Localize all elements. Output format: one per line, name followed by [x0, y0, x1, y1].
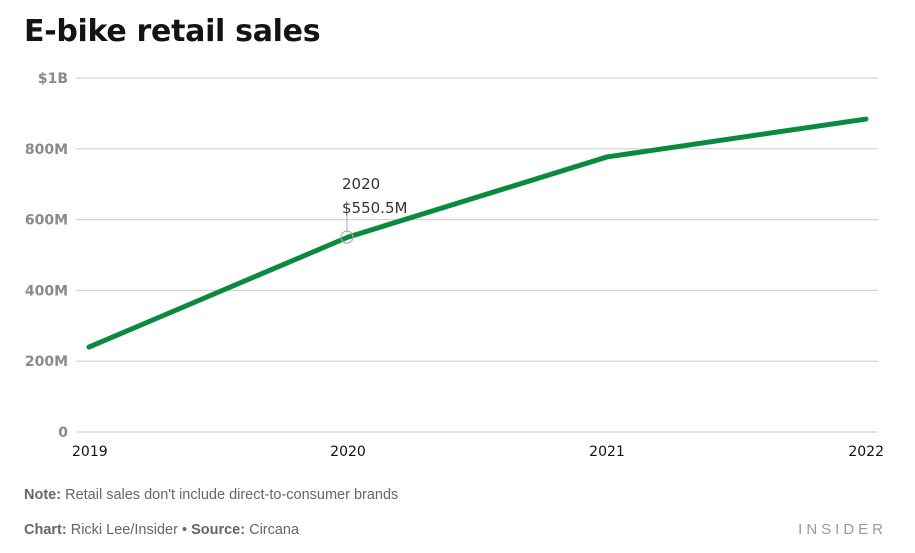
- chart-title: E-bike retail sales: [24, 14, 321, 49]
- y-tick-label: 600M: [25, 213, 68, 229]
- credit-separator: •: [177, 522, 192, 538]
- y-axis-ticks: 0 200M 400M 600M 800M $1B: [25, 71, 68, 441]
- chart-author: Ricki Lee/Insider: [66, 522, 178, 538]
- gridlines: [76, 77, 878, 433]
- series-line: [86, 116, 869, 350]
- note-label: Note:: [24, 487, 62, 503]
- series-layer: [86, 116, 869, 350]
- y-tick-label: 200M: [25, 354, 68, 370]
- y-tick-label: 800M: [25, 142, 68, 158]
- source-label: Source:: [191, 522, 246, 538]
- annotation-layer: 2020 $550.5M: [340, 175, 407, 244]
- annotation-value: $550.5M: [342, 199, 407, 217]
- insider-logo: INSIDER: [798, 521, 887, 538]
- chart-credit: Chart: Ricki Lee/Insider • Source: Circa…: [24, 522, 299, 538]
- source-text: Circana: [245, 522, 300, 538]
- y-tick-label: 400M: [25, 283, 68, 299]
- y-tick-label: 0: [58, 425, 68, 441]
- chart-label: Chart:: [24, 522, 67, 538]
- x-tick-label: 2020: [330, 444, 366, 460]
- x-tick-label: 2019: [72, 444, 108, 460]
- note-text: Retail sales don't include direct-to-con…: [61, 487, 399, 503]
- annotation-year: 2020: [342, 175, 380, 193]
- y-tick-label: $1B: [38, 71, 68, 87]
- x-tick-label: 2022: [848, 444, 884, 460]
- chart-note: Note: Retail sales don't include direct-…: [24, 487, 398, 503]
- line-chart: 0 200M 400M 600M 800M $1B 2019 2020 2021 2022 20…: [25, 71, 884, 460]
- annotation-marker: [340, 230, 354, 244]
- x-axis-ticks: 2019 2020 2021 2022: [72, 444, 884, 460]
- x-tick-label: 2021: [589, 444, 625, 460]
